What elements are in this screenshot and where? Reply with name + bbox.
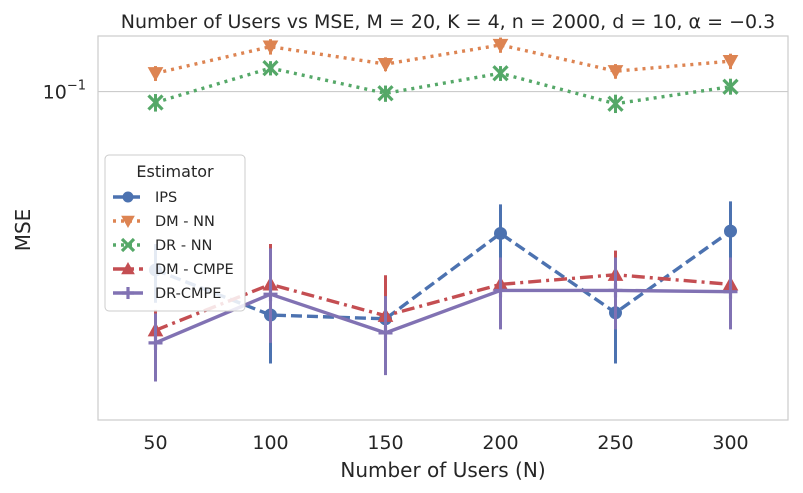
legend-label: IPS — [155, 190, 177, 206]
data-point — [262, 40, 279, 55]
legend-item: IPS — [113, 190, 177, 206]
x-tick-label: 300 — [712, 432, 748, 454]
legend-label: DM - CMPE — [155, 262, 234, 278]
series-dr-cmpe — [148, 248, 738, 382]
data-point — [377, 85, 394, 102]
data-point — [377, 57, 394, 73]
legend-item: DR-CMPE — [113, 286, 221, 302]
x-axis-label: Number of Users (N) — [340, 458, 545, 482]
data-point — [494, 226, 507, 240]
axis-layer: 10−1 50 100 150 200 250 300 — [43, 79, 749, 454]
x-tick-label: 150 — [367, 432, 403, 454]
data-point — [722, 55, 739, 70]
series-line-dm-nn — [155, 43, 731, 75]
legend-marker — [122, 287, 134, 299]
legend-label: DR-CMPE — [155, 286, 221, 302]
y-axis-label: MSE — [11, 209, 35, 252]
data-point — [492, 65, 509, 82]
data-point — [262, 59, 279, 77]
x-tick-label: 250 — [597, 432, 633, 454]
data-point — [147, 94, 164, 111]
x-tick-label: 200 — [482, 432, 518, 454]
data-point — [722, 78, 739, 95]
legend-label: DM - NN — [155, 214, 215, 230]
data-point — [723, 284, 738, 299]
y-tick-label: 10−1 — [43, 79, 86, 104]
data-point — [147, 67, 164, 82]
legend-title: Estimator — [136, 162, 214, 181]
data-point — [724, 224, 737, 238]
data-point — [493, 283, 508, 298]
series-layer — [147, 37, 739, 382]
series-line-dm-cmpe — [154, 273, 731, 332]
series-line-ips — [154, 229, 732, 321]
data-point — [378, 325, 393, 340]
legend-item: DR - NN — [113, 237, 212, 254]
legend-marker — [122, 191, 134, 203]
legend-box — [104, 154, 246, 312]
chart-title: Number of Users vs MSE, M = 20, K = 4, n… — [121, 11, 775, 33]
legend-label: DR - NN — [155, 238, 212, 254]
data-point — [607, 95, 624, 112]
legend: Estimator IPS DM - NN DR - NN DM - CMPE DR-CM… — [104, 154, 246, 312]
series-line-dr-cmpe — [154, 288, 731, 345]
series-line-dr-nn — [155, 66, 731, 106]
x-tick-label: 50 — [143, 432, 167, 454]
legend-item: DM - CMPE — [113, 261, 234, 278]
data-point — [148, 335, 163, 350]
x-tick-label: 100 — [252, 432, 288, 454]
legend-item: DM - NN — [113, 214, 215, 230]
data-point — [492, 38, 509, 53]
series-dm-nn — [147, 37, 739, 82]
legend-marker — [121, 261, 135, 275]
legend-marker — [121, 215, 135, 229]
legend-marker — [120, 237, 136, 253]
data-point — [607, 65, 624, 80]
series-dr-nn — [147, 59, 739, 114]
data-point — [263, 287, 278, 302]
data-point — [608, 283, 623, 298]
